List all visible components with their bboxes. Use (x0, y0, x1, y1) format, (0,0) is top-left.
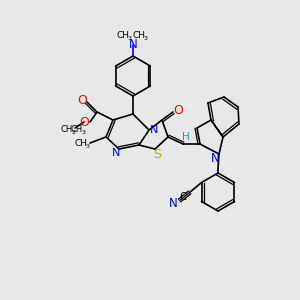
Text: 3: 3 (144, 37, 148, 41)
Text: O: O (77, 94, 87, 107)
Text: 3: 3 (86, 145, 90, 149)
Text: 3: 3 (82, 130, 86, 134)
Text: N: N (112, 148, 120, 158)
Text: 3: 3 (128, 37, 132, 41)
Text: CH: CH (71, 124, 83, 134)
Text: N: N (129, 38, 137, 50)
Text: 2: 2 (72, 130, 76, 134)
Text: N: N (150, 125, 158, 135)
Text: C: C (180, 193, 187, 202)
Text: N: N (211, 152, 219, 166)
Text: N: N (169, 197, 178, 210)
Text: O: O (173, 104, 183, 118)
Text: CH: CH (133, 32, 146, 40)
Text: CH: CH (74, 140, 88, 148)
Text: CH: CH (61, 124, 73, 134)
Text: S: S (153, 148, 161, 160)
Text: H: H (182, 132, 190, 142)
Text: O: O (79, 116, 89, 130)
Text: CH: CH (116, 32, 130, 40)
